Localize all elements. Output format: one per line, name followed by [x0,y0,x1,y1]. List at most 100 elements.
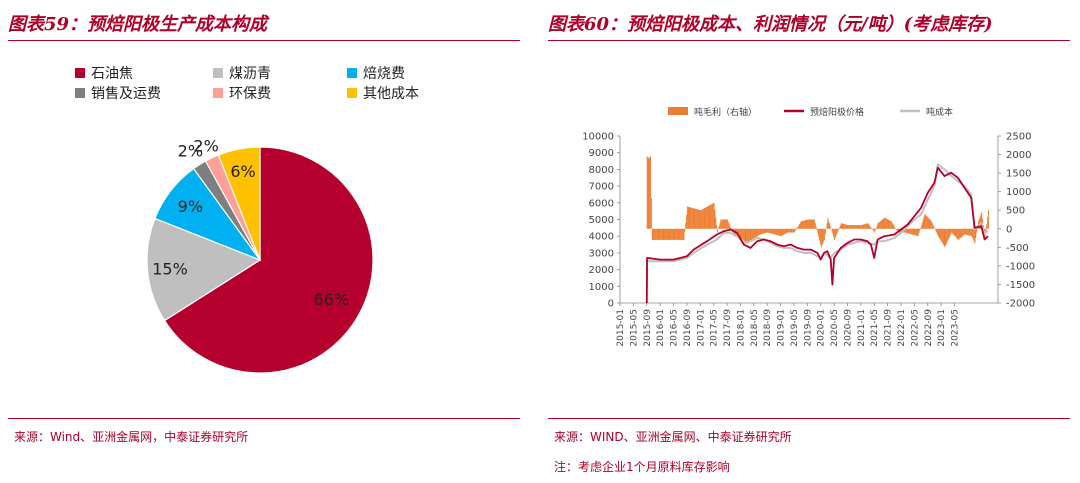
profit-bar [656,228,658,240]
source-rule [8,418,520,419]
profit-bar [964,228,966,235]
profit-bar [752,228,754,240]
profit-bar [798,224,800,229]
x-tick-label: 2016-05 [670,309,680,347]
profit-bar [689,207,691,229]
profit-bar [928,218,930,229]
x-tick-label: 2018-09 [763,309,773,347]
profit-bar [723,219,725,229]
profit-bar [700,210,702,229]
profit-bar [909,228,911,234]
profit-bar [729,225,731,229]
profit-bar [912,228,914,235]
profit-bar [755,228,757,238]
y2-tick-label: -1000 [1006,261,1035,272]
profit-bar [952,228,953,234]
profit-bar [746,228,748,243]
profit-bar [747,228,749,244]
profit-bar [753,228,755,239]
profit-bar [844,224,846,229]
profit-bar [962,228,963,237]
profit-bar [915,228,917,236]
profit-bar [870,227,872,229]
profit-bar [819,228,820,241]
profit-bar [739,228,741,238]
profit-bar [887,219,889,229]
profit-bar [855,225,857,229]
profit-bar [788,228,790,233]
pie-legend-item: 煤沥青 [213,63,271,83]
profit-bar [757,228,759,236]
profit-bar [811,219,813,229]
profit-bar [954,228,956,237]
x-tick-label: 2022-01 [897,309,907,347]
profit-bar [674,228,676,240]
profit-bar [651,228,653,240]
profit-bar [691,207,693,229]
profit-bar [959,228,961,239]
y2-tick-label: -2000 [1006,299,1035,310]
profit-bar [720,219,722,229]
x-tick-label: 2022-09 [924,309,934,347]
profit-bar [834,228,835,240]
profit-bar [667,228,669,240]
x-tick-label: 2021-09 [884,309,894,347]
x-tick-label: 2020-09 [843,309,853,347]
profit-bar [957,228,958,239]
profit-bar [946,228,948,242]
profit-bar [776,228,778,236]
profit-bar [749,228,751,242]
profit-bar [841,223,843,229]
profit-bar [969,228,971,236]
pie-chart: 66% 15% 9% 2%2% 6% [146,136,374,374]
right-note: 注：考虑企业1个月原料库存影响 [554,460,730,474]
profit-bar [846,224,848,229]
profit-bar [833,228,835,238]
profit-bar [963,228,965,236]
profit-bar [740,228,742,239]
y-tick-label: 8000 [589,165,614,176]
profit-bar [966,228,968,235]
profit-bar [803,220,805,229]
profit-bar [985,228,987,232]
right-source: 来源：WIND、亚洲金属网、中泰证券研究所 [554,430,792,444]
profit-bar [842,223,844,229]
y2-tick-label: 500 [1006,206,1025,217]
profit-bar [946,228,948,244]
y2-tick-label: -500 [1006,243,1029,254]
profit-bar [967,228,969,236]
profit-bar [922,219,924,229]
profit-bar [679,228,681,240]
profit-bar [743,228,745,241]
profit-bar [727,221,729,229]
profit-bar [681,228,682,240]
profit-bar [702,208,704,229]
profit-bar [936,228,938,233]
profit-bar [851,225,853,229]
line-chart: 吨毛利（右轴） 预焙阳极价格 吨成本010002000300040005000600… [582,106,1035,347]
profit-bar [936,228,938,235]
profit-bar [975,228,977,239]
profit-bar [933,226,935,229]
profit-bar [875,227,877,229]
profit-bar [900,228,902,233]
x-tick-label: 2016-01 [656,309,666,347]
profit-bar [896,228,898,232]
profit-bar [779,228,781,236]
profit-bar [968,228,970,236]
profit-bar [646,156,648,229]
profit-bar [839,225,841,229]
profit-bar [725,219,727,229]
profit-bar [938,228,940,238]
profit-bar [795,228,797,230]
x-tick-label: 2018-01 [736,309,746,347]
profit-bar [754,228,756,238]
pie-data-label: 6% [230,162,255,181]
x-tick-label: 2021-01 [857,309,867,347]
profit-bar [865,223,866,229]
profit-bar [716,225,718,229]
x-tick-label: 2023-01 [937,309,947,347]
y2-tick-label: 1000 [1006,187,1031,198]
profit-bar [784,228,786,234]
profit-bar [819,228,821,244]
